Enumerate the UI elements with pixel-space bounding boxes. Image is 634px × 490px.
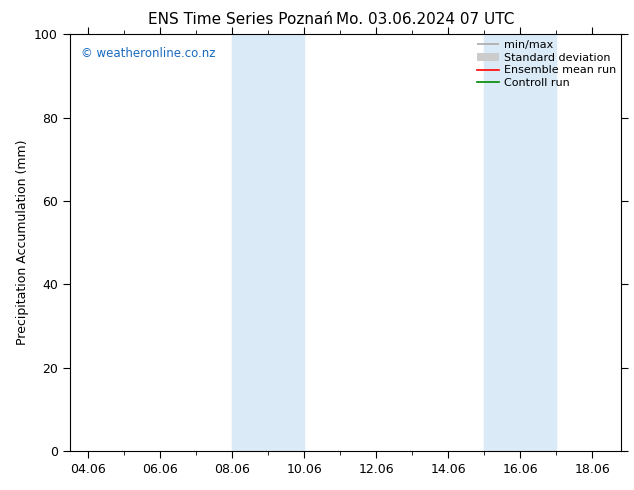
Bar [484,34,557,451]
Bar [232,34,304,451]
Legend: min/max, Standard deviation, Ensemble mean run, Controll run: min/max, Standard deviation, Ensemble me… [475,38,618,91]
Y-axis label: Precipitation Accumulation (mm): Precipitation Accumulation (mm) [15,140,29,345]
Text: Mo. 03.06.2024 07 UTC: Mo. 03.06.2024 07 UTC [335,12,514,27]
Text: ENS Time Series Poznań: ENS Time Series Poznań [148,12,333,27]
Text: © weatheronline.co.nz: © weatheronline.co.nz [81,47,216,60]
